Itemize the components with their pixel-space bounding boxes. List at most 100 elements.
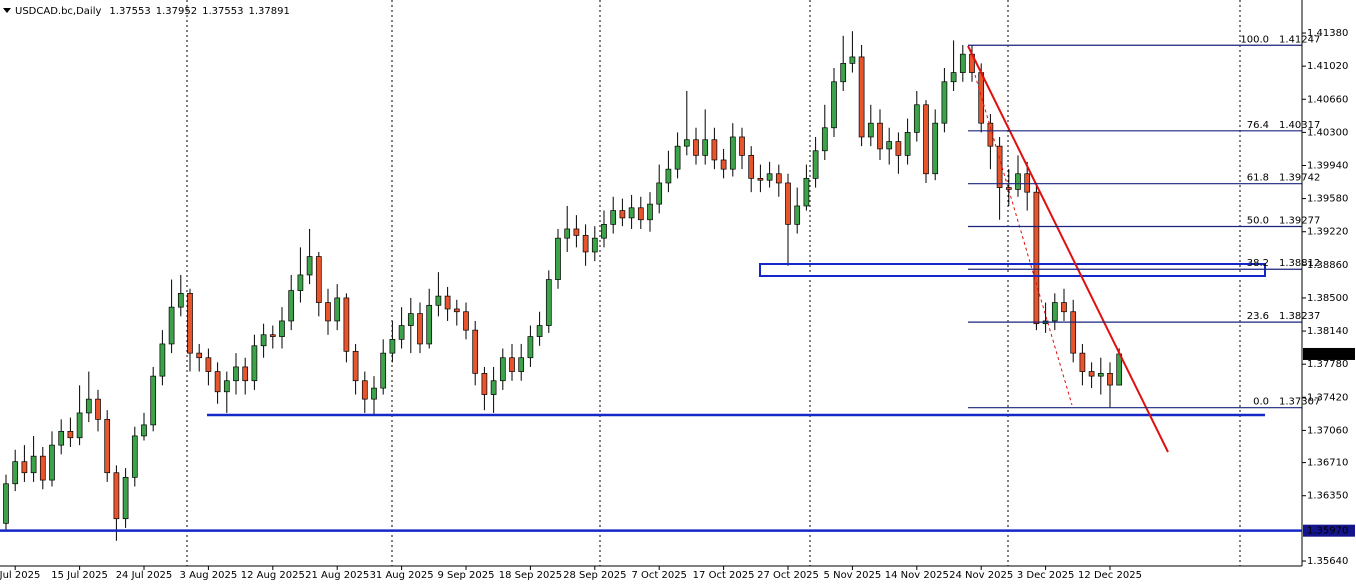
fib-price-label: 1.41247: [1279, 34, 1320, 45]
candle-body: [444, 295, 451, 310]
ohlc-close: 1.37891: [248, 6, 289, 17]
candle-body: [748, 155, 755, 179]
current-price-label: 1.37891: [1307, 349, 1348, 360]
candle-body: [628, 207, 635, 219]
candle-body: [959, 53, 966, 73]
candle-body: [196, 352, 203, 359]
candle-body: [325, 302, 331, 322]
x-tick-label: 21 Aug 2025: [305, 570, 369, 581]
candle-body: [58, 430, 65, 446]
candle-body: [407, 313, 414, 326]
fib-price-label: 1.40317: [1279, 120, 1320, 131]
candle-body: [1015, 173, 1021, 190]
candle-body: [1005, 187, 1012, 190]
candle-body: [39, 455, 46, 481]
fib-price-label: 1.38812: [1279, 258, 1320, 269]
y-tick-label: 1.40660: [1307, 94, 1348, 105]
candle-body: [131, 435, 138, 478]
fib-level-label: 38.2: [1247, 258, 1269, 269]
candle-body: [21, 461, 28, 474]
x-tick-label: 12 Aug 2025: [241, 570, 305, 581]
candle-body: [12, 461, 19, 485]
candle-body: [371, 387, 377, 400]
candle-body: [739, 136, 745, 156]
fib-level-label: 0.0: [1253, 397, 1269, 408]
candle-body: [315, 256, 322, 303]
candle-body: [1107, 373, 1113, 386]
x-tick-label: 31 Aug 2025: [370, 570, 434, 581]
candle-body: [711, 139, 718, 161]
candle-body: [665, 168, 672, 184]
period-separators: [186, 0, 1241, 566]
y-tick-label: 1.36350: [1307, 491, 1348, 502]
drawn-objects: 100.0 1.41247 76.4 1.40317 61.8 1.39742 50.0 1.…: [207, 34, 1320, 453]
candle-body: [895, 141, 902, 156]
candle-body: [913, 104, 920, 133]
y-tick-label: 1.38500: [1307, 293, 1348, 304]
candle-body: [223, 380, 230, 393]
candle-body: [702, 139, 709, 156]
candle-body: [766, 173, 773, 181]
candle-body: [720, 159, 727, 170]
x-tick-label: 6 Jul 2025: [0, 570, 40, 581]
candle-body: [361, 380, 368, 400]
y-tick-label: 1.37060: [1307, 425, 1348, 436]
candle-body: [85, 398, 92, 414]
candle-body: [812, 150, 819, 179]
x-tick-label: 5 Nov 2025: [824, 570, 882, 581]
symbol: USDCAD.bc,Daily: [15, 6, 101, 17]
x-tick-label: 14 Nov 2025: [885, 570, 949, 581]
candle-body: [343, 297, 350, 352]
candle-body: [187, 292, 193, 354]
candle-body: [941, 81, 948, 124]
candle-body: [30, 455, 37, 474]
fib-price-label: 1.37307: [1279, 397, 1320, 408]
x-tick-label: 9 Sep 2025: [437, 570, 494, 581]
candle-body: [398, 325, 405, 340]
candle-body: [150, 375, 157, 426]
fib-level-label: 50.0: [1247, 215, 1269, 226]
candle-body: [509, 357, 515, 372]
candle-body: [729, 136, 736, 170]
candle-body: [831, 81, 837, 129]
chart-header: USDCAD.bc,Daily 1.37553 1.37952 1.37553 1.37…: [15, 6, 290, 17]
candle-body: [591, 237, 598, 253]
candle-body: [849, 56, 856, 64]
x-tick-label: 7 Oct 2025: [631, 570, 686, 581]
candle-body: [527, 336, 534, 359]
x-tick-label: 24 Nov 2025: [949, 570, 1013, 581]
fib-price-label: 1.38237: [1279, 311, 1320, 322]
candle-body: [932, 122, 939, 175]
candle-body: [141, 424, 147, 437]
candle-body: [251, 345, 258, 382]
candle-body: [610, 210, 617, 225]
candle-body: [877, 122, 883, 150]
candle-body: [1051, 302, 1058, 322]
candle-body: [233, 366, 239, 382]
candle-body: [582, 235, 589, 253]
candle-body: [601, 224, 607, 239]
candle-body: [1088, 371, 1095, 377]
candle-body: [775, 173, 782, 184]
y-tick-label: 1.39580: [1307, 194, 1348, 205]
candle-body: [647, 203, 653, 221]
fib-level-label: 61.8: [1247, 173, 1269, 184]
candle-body: [978, 72, 985, 124]
y-tick-label: 1.37420: [1307, 392, 1348, 403]
y-tick-label: 1.36710: [1307, 458, 1348, 469]
price-tag: [1303, 524, 1355, 537]
y-tick-label: 1.37780: [1307, 359, 1348, 370]
candle-body: [380, 352, 387, 389]
candle-body: [389, 338, 396, 354]
fib-price-label: 1.39742: [1279, 173, 1320, 184]
candle-body: [564, 228, 571, 239]
candle-body: [656, 182, 663, 205]
y-tick-label: 1.35640: [1307, 556, 1348, 567]
candle-body: [996, 145, 1003, 188]
candle-body: [950, 72, 957, 83]
candle-body: [785, 182, 791, 225]
candle-body: [536, 325, 543, 337]
candle-body: [214, 371, 221, 393]
ohlc-open: 1.37553: [109, 6, 150, 17]
